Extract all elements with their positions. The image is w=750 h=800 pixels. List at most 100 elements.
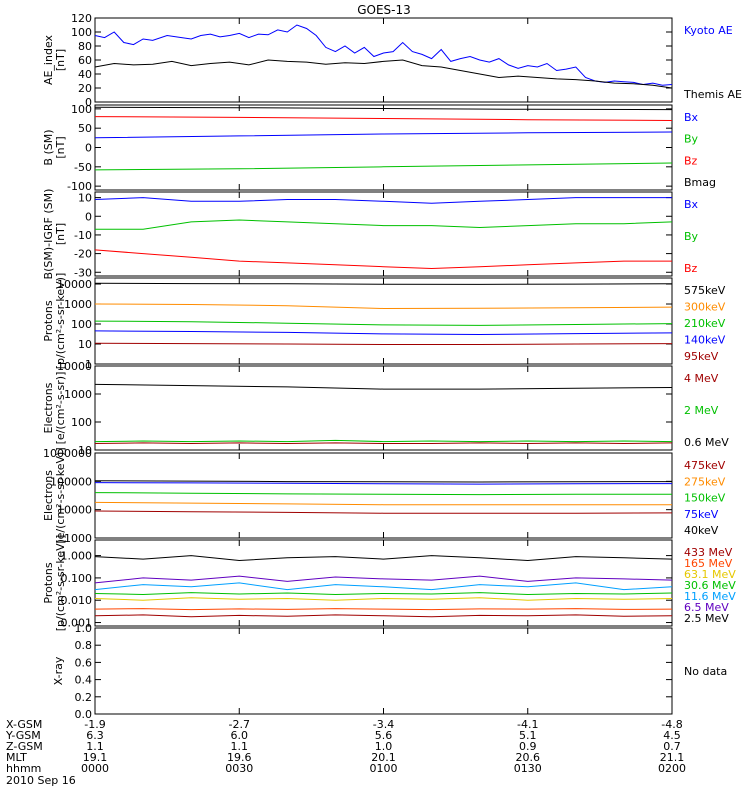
legend-11-6-mev: 11.6 MeV (684, 590, 736, 603)
y-tick-label: 10000 (57, 360, 92, 373)
footer-value: 4.5 (663, 729, 681, 742)
panel-frame (94, 104, 673, 191)
legend-95kev: 95keV (684, 350, 719, 363)
y-tick-label: 40 (78, 68, 92, 81)
y-tick-label: 120 (71, 12, 92, 25)
legend-4-mev: 4 MeV (684, 372, 719, 385)
legend-40kev: 40keV (684, 524, 719, 537)
footer-value: 1.1 (86, 740, 104, 753)
y-tick-label: 0.010 (61, 594, 93, 607)
footer-value: 20.1 (371, 751, 396, 764)
footer-value: 19.1 (83, 751, 108, 764)
y-tick-label: 10 (78, 338, 92, 351)
panel-frame (94, 627, 673, 715)
y-tick-label: 0 (85, 96, 92, 109)
series-line-6-5-mev (94, 575, 673, 584)
y-axis-label: Protons (42, 562, 55, 603)
y-tick-label: 0.100 (61, 572, 93, 585)
footer-value: 0130 (514, 762, 542, 775)
legend-30-6-mev: 30.6 MeV (684, 579, 736, 592)
footer-value: 6.0 (231, 729, 249, 742)
series-line-2-mev (94, 439, 673, 443)
y-axis-label: Protons (42, 300, 55, 341)
y-tick-label: 0.8 (75, 639, 93, 652)
y-axis-label: AE_index (42, 34, 55, 85)
y-tick-label: 0 (85, 142, 92, 155)
y-tick-label: 100 (71, 103, 92, 116)
footer-value: 0.7 (663, 740, 681, 753)
footer-value: 0000 (81, 762, 109, 775)
footer-value: 0.9 (519, 740, 537, 753)
y-axis-label: [e/(cm²-s-sr)] (54, 372, 67, 445)
legend-bx: Bx (684, 198, 699, 211)
panel-frame (94, 17, 673, 103)
y-tick-label: 1000 (64, 388, 92, 401)
series-line-by (95, 219, 673, 230)
footer-value: 0200 (658, 762, 686, 775)
footer-date: 2010 Sep 16 (6, 774, 76, 787)
legend-by: By (684, 133, 699, 146)
legend-275kev: 275keV (684, 475, 726, 488)
footer-value: -4.8 (661, 718, 682, 731)
footer-value: 0030 (225, 762, 253, 775)
y-tick-label: 0.4 (75, 674, 93, 687)
y-tick-label: 1.000 (61, 550, 93, 563)
footer-row-label: Y-GSM (5, 729, 41, 742)
series-line-475kev (94, 510, 673, 514)
y-axis-label: [nT] (54, 49, 67, 71)
series-line-140kev (94, 330, 673, 336)
series-line-bmag (94, 106, 673, 111)
series-line-40kev (94, 480, 673, 483)
series-line-63-1-mev (94, 597, 673, 601)
y-tick-label: 100 (71, 26, 92, 39)
y-tick-label: 1000 (64, 532, 92, 545)
series-line-11-6-mev (94, 582, 673, 591)
series-line-themis-ae (94, 59, 673, 89)
series-line-bx (94, 197, 672, 204)
y-axis-label: B(SM)-IGRF (SM) (42, 189, 55, 280)
footer-value: -1.9 (84, 718, 105, 731)
footer-row-label: X-GSM (6, 718, 42, 731)
legend-bz: Bz (684, 154, 698, 167)
legend-300kev: 300keV (684, 301, 726, 314)
y-axis-label: [nT] (54, 136, 67, 158)
footer-value: 1.1 (231, 740, 249, 753)
y-axis-label: Electrons (42, 382, 55, 433)
panel-7: 0.001 0.010 0.100 1.000 Protons [p/(cm²-s-sr-… (42, 535, 736, 632)
y-tick-label: 10 (78, 444, 92, 457)
footer-row-label: hhmm (6, 762, 41, 775)
legend-575kev: 575keV (684, 284, 726, 297)
legend-2-mev: 2 MeV (684, 404, 719, 417)
y-tick-label: -10 (74, 229, 92, 242)
series-line-75kev (94, 482, 673, 485)
footer-value: 5.6 (375, 729, 393, 742)
y-tick-label: 0.2 (75, 691, 93, 704)
y-tick-label: 10000 (57, 278, 92, 291)
panel-frame (94, 365, 673, 451)
y-tick-label: 100 (71, 318, 92, 331)
panel-2: -100 -50 0 50 100 B (SM) [nT] Bx By Bz Bmag (42, 103, 716, 193)
series-line-kyoto-ae (94, 24, 673, 86)
legend-themis-ae: Themis AE (683, 88, 742, 101)
y-tick-label: 0 (85, 210, 92, 223)
y-tick-label: 0.001 (61, 617, 93, 630)
series-line-bz (94, 249, 672, 270)
legend-by: By (684, 230, 699, 243)
footer-value: 21.1 (660, 751, 685, 764)
y-tick-label: -50 (74, 161, 92, 174)
footer-table: X-GSM -1.9 -2.7 -3.4 -4.1 -4.8 Y-GSM 6.3 6.0 5.6 5… (5, 718, 686, 787)
y-axis-label: B (SM) (42, 129, 55, 165)
panel-frame (94, 277, 673, 365)
legend-433-mev: 433 MeV (684, 546, 733, 559)
y-tick-label: -30 (74, 266, 92, 279)
y-tick-label: 100 (71, 416, 92, 429)
footer-value: 5.1 (519, 729, 537, 742)
series-line-2-5-mev (94, 555, 673, 562)
legend-165-mev: 165 MeV (684, 557, 733, 570)
panel-3: -30 -20 -10 0 10 B(SM)-IGRF (SM) [nT] Bx By Bz (42, 189, 699, 280)
series-line-300kev (94, 303, 673, 310)
